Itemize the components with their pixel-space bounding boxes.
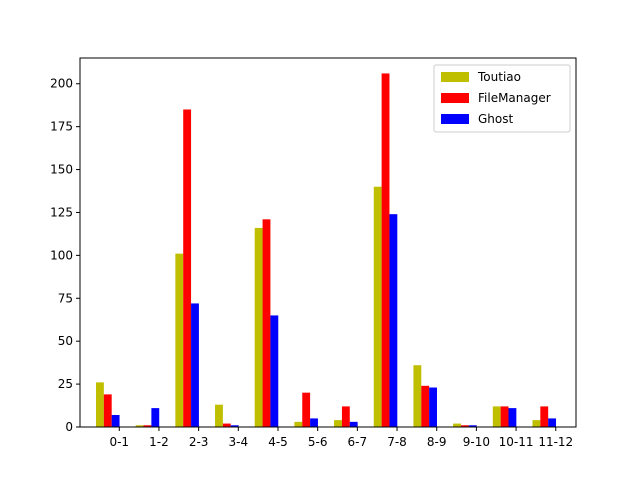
x-tick-label: 10-11 — [499, 435, 534, 449]
bar-toutiao-5-6 — [294, 421, 303, 427]
y-tick-label: 100 — [50, 248, 73, 262]
bar-filemanager-2-3 — [183, 109, 192, 428]
bar-toutiao-2-3 — [175, 253, 184, 427]
bar-ghost-10-11 — [508, 408, 517, 427]
y-tick-label: 150 — [50, 163, 73, 177]
legend-label-ghost: Ghost — [478, 112, 513, 126]
bar-toutiao-0-1 — [96, 382, 104, 427]
bars-group — [96, 73, 557, 428]
bar-ghost-4-5 — [270, 315, 279, 427]
x-tick-label: 3-4 — [229, 435, 249, 449]
bar-ghost-0-1 — [111, 414, 120, 427]
plot-frame — [79, 57, 577, 428]
bar-toutiao-11-12 — [532, 420, 541, 427]
bar-ghost-6-7 — [349, 421, 358, 427]
bar-toutiao-9-10 — [453, 423, 461, 427]
bar-filemanager-11-12 — [540, 406, 549, 427]
bar-ghost-11-12 — [548, 418, 557, 427]
x-tick-label: 8-9 — [427, 435, 447, 449]
bar-filemanager-5-6 — [302, 392, 311, 427]
x-tick-label: 6-7 — [348, 435, 368, 449]
x-tick-label: 7-8 — [387, 435, 407, 449]
bar-filemanager-4-5 — [262, 219, 271, 427]
legend-swatch-filemanager — [441, 93, 469, 103]
bar-ghost-9-10 — [468, 425, 477, 427]
y-tick-label: 0 — [65, 420, 73, 434]
legend-label-filemanager: FileManager — [478, 91, 551, 105]
bar-ghost-5-6 — [310, 418, 318, 427]
legend-label-toutiao: Toutiao — [477, 70, 521, 84]
bar-ghost-8-9 — [429, 387, 437, 427]
bar-filemanager-10-11 — [500, 406, 509, 427]
bar-filemanager-7-8 — [381, 73, 390, 427]
bar-toutiao-1-2 — [135, 425, 144, 427]
x-tick-label: 0-1 — [109, 435, 129, 449]
y-tick-label: 125 — [50, 205, 73, 219]
bar-toutiao-3-4 — [215, 404, 223, 427]
bar-filemanager-3-4 — [222, 423, 231, 427]
legend-swatch-toutiao — [441, 72, 469, 82]
y-tick-label: 75 — [58, 291, 73, 305]
x-tick-label: 4-5 — [268, 435, 288, 449]
x-tick-label: 5-6 — [308, 435, 328, 449]
x-tick-label: 1-2 — [149, 435, 169, 449]
y-tick-label: 175 — [50, 120, 73, 134]
legend-swatch-ghost — [441, 114, 469, 124]
bar-toutiao-6-7 — [334, 420, 342, 427]
y-tick-label: 200 — [50, 77, 73, 91]
x-tick-label: 11-12 — [538, 435, 573, 449]
bar-ghost-2-3 — [191, 303, 199, 427]
y-tick-label: 25 — [58, 377, 73, 391]
bar-filemanager-8-9 — [421, 385, 430, 427]
legend: Toutiao FileManager Ghost — [433, 64, 571, 133]
bar-toutiao-4-5 — [254, 227, 263, 427]
bar-filemanager-1-2 — [143, 425, 152, 427]
bar-filemanager-0-1 — [103, 394, 112, 427]
bar-toutiao-7-8 — [373, 186, 382, 427]
bar-ghost-3-4 — [230, 425, 239, 427]
bar-ghost-1-2 — [151, 408, 160, 427]
bar-toutiao-10-11 — [492, 406, 501, 427]
axes-group: 0 25 50 75 100 125 150 175 200 0-1 1-2 2-3 3-4 4-5 5-6… — [50, 57, 577, 449]
x-tick-label: 9-10 — [463, 435, 490, 449]
bar-ghost-7-8 — [389, 214, 398, 427]
bar-toutiao-8-9 — [413, 365, 422, 427]
bar-filemanager-6-7 — [341, 406, 350, 427]
y-tick-label: 50 — [58, 334, 73, 348]
bar-filemanager-9-10 — [460, 425, 469, 427]
x-tick-label: 2-3 — [189, 435, 209, 449]
